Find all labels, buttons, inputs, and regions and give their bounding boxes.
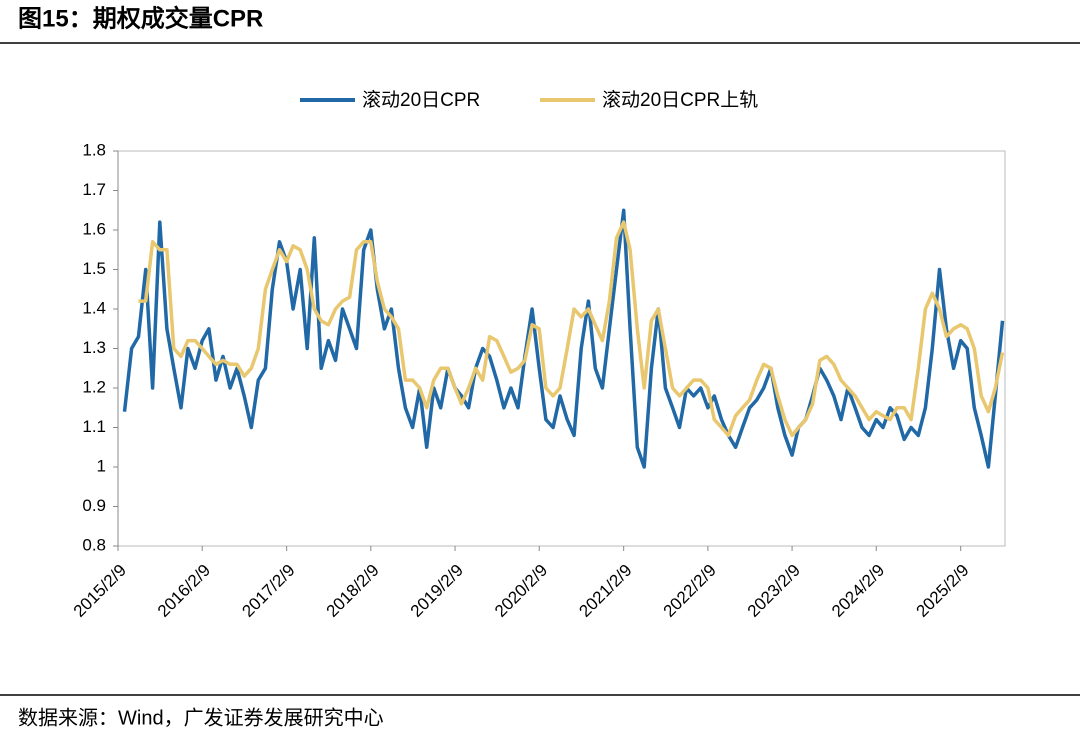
x-tick-label: 2019/2/9 bbox=[407, 561, 467, 621]
x-tick-label: 2018/2/9 bbox=[323, 561, 383, 621]
y-tick-label: 1.4 bbox=[82, 298, 106, 317]
x-tick-label: 2020/2/9 bbox=[491, 561, 551, 621]
y-tick-label: 1.5 bbox=[82, 259, 106, 278]
source-note: 数据来源：Wind，广发证券发展研究中心 bbox=[18, 706, 384, 729]
y-tick-label: 1.7 bbox=[82, 180, 106, 199]
x-tick-label: 2016/2/9 bbox=[154, 561, 214, 621]
series-line bbox=[122, 208, 1005, 469]
x-tick-label: 2025/2/9 bbox=[912, 561, 972, 621]
x-tick-label: 2017/2/9 bbox=[238, 561, 298, 621]
y-tick-label: 1.6 bbox=[82, 219, 106, 238]
figure-title: 图15：期权成交量CPR bbox=[18, 4, 263, 32]
x-tick-label: 2022/2/9 bbox=[660, 561, 720, 621]
legend-label: 滚动20日CPR bbox=[362, 89, 480, 111]
y-tick-label: 1.3 bbox=[82, 338, 106, 357]
x-tick-label: 2021/2/9 bbox=[575, 561, 635, 621]
plot-frame bbox=[117, 150, 1006, 547]
series-line bbox=[138, 220, 1005, 438]
y-tick-label: 1 bbox=[97, 456, 106, 475]
y-tick-label: 0.9 bbox=[82, 496, 106, 515]
legend-label: 滚动20日CPR上轨 bbox=[602, 89, 758, 111]
x-tick-label: 2023/2/9 bbox=[744, 561, 804, 621]
y-tick-label: 1.1 bbox=[82, 417, 106, 436]
x-tick-label: 2024/2/9 bbox=[828, 561, 888, 621]
y-tick-label: 0.8 bbox=[82, 535, 106, 554]
y-tick-label: 1.8 bbox=[82, 140, 106, 159]
y-tick-label: 1.2 bbox=[82, 377, 106, 396]
x-tick-label: 2015/2/9 bbox=[70, 561, 130, 621]
